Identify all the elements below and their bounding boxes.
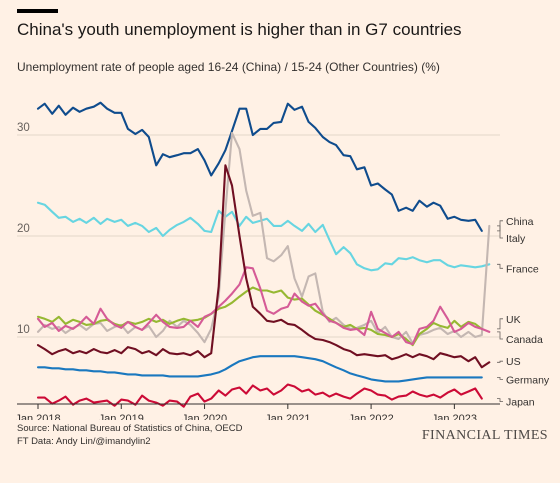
chart-subtitle: Unemployment rate of people aged 16-24 (… bbox=[17, 60, 440, 74]
series-label-italy: Italy bbox=[506, 233, 526, 245]
series-label-china: China bbox=[506, 216, 534, 228]
series-label-japan: Japan bbox=[506, 397, 535, 409]
x-tick-label-1: Jan 2019 bbox=[99, 413, 144, 420]
series-line-us bbox=[36, 164, 491, 369]
x-tick-label-3: Jan 2021 bbox=[265, 413, 310, 420]
label-leader-canada bbox=[497, 331, 503, 340]
label-leader-us bbox=[497, 360, 503, 363]
x-axis: Jan 2018 Jan 2019 Jan 2020 Jan 2021 Jan 2022… bbox=[15, 403, 500, 420]
y-tick-label-30: 30 bbox=[17, 122, 30, 134]
credit-note: FT Data: Andy Lin/@imandylin2 bbox=[17, 435, 151, 447]
chart-footer: Source: National Bureau of Statistics of… bbox=[17, 423, 242, 448]
source-note: Source: National Bureau of Statistics of… bbox=[17, 423, 243, 434]
chart-title: China's youth unemployment is higher tha… bbox=[17, 20, 462, 39]
series-line-canada bbox=[36, 266, 491, 346]
series-label-germany: Germany bbox=[506, 374, 550, 386]
x-tick-label-2: Jan 2020 bbox=[182, 413, 227, 420]
label-leader-germany bbox=[497, 377, 503, 380]
y-tick-label-10: 10 bbox=[17, 324, 30, 336]
series-label-france: France bbox=[506, 263, 539, 275]
series-label-us: US bbox=[506, 356, 521, 368]
series-label-uk: UK bbox=[506, 314, 521, 326]
series-line-germany bbox=[36, 355, 483, 383]
series-line-france bbox=[36, 201, 491, 272]
x-tick-label-5: Jan 2023 bbox=[432, 413, 477, 420]
series-line-china bbox=[36, 101, 483, 232]
ft-logo: FINANCIAL TIMES bbox=[421, 428, 548, 443]
label-leader-france bbox=[497, 263, 503, 269]
x-tick-label-0: Jan 2018 bbox=[15, 413, 60, 420]
series-line-italy bbox=[36, 131, 491, 345]
ft-top-bar bbox=[17, 9, 58, 13]
series-labels: China Italy France UK Canada US Germany Japan bbox=[497, 216, 550, 409]
label-leader-italy bbox=[497, 225, 503, 239]
x-tick-label-4: Jan 2022 bbox=[348, 413, 393, 420]
y-axis-tick-labels: 10 20 30 bbox=[17, 122, 30, 336]
grid-lines bbox=[17, 134, 500, 338]
series-lines bbox=[36, 101, 491, 408]
series-label-canada: Canada bbox=[506, 334, 543, 346]
label-leader-japan bbox=[497, 398, 503, 402]
label-leader-uk bbox=[497, 318, 503, 330]
y-tick-label-20: 20 bbox=[17, 223, 30, 235]
series-line-japan bbox=[36, 383, 483, 408]
